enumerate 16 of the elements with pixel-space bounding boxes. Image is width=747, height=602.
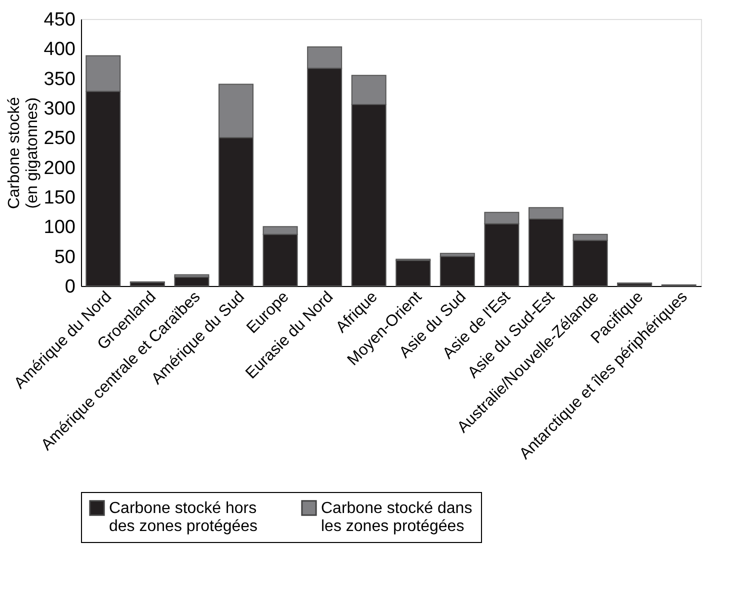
y-tick-label: 200 — [44, 158, 76, 179]
y-tick-label: 50 — [54, 246, 76, 268]
y-tick-label: 150 — [44, 188, 76, 208]
y-tick-label: 300 — [44, 98, 76, 120]
y-tick-label: 450 — [44, 10, 76, 30]
y-tick-label: 400 — [44, 39, 76, 60]
y-tick-label: 0 — [64, 276, 76, 298]
y-tick-label: 250 — [44, 128, 76, 150]
bar — [396, 260, 431, 286]
bar — [440, 256, 475, 286]
y-tick-label: 350 — [44, 68, 76, 90]
legend-label: Carbone stocké hors des zones protégées — [109, 500, 258, 535]
bar — [174, 276, 210, 286]
legend-label: Carbone stocké dans les zones protégées — [321, 500, 472, 535]
y-axis-title: Carbone stocké (en gigatonnes) — [6, 96, 41, 210]
y-tick-label: 100 — [44, 217, 76, 238]
